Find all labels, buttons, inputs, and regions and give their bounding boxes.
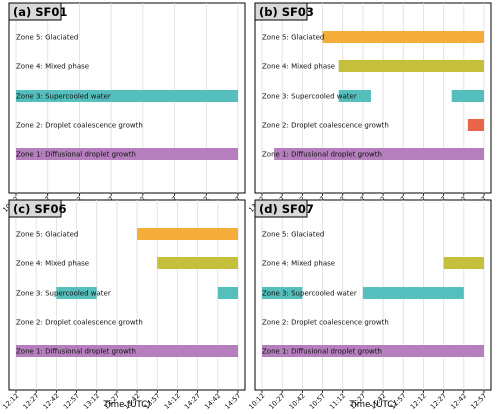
x-tick-label: 10:42: [288, 392, 307, 410]
x-tick-label: 10:27: [267, 392, 286, 410]
panel-0: 10:1210:2710:4210:5711:1211:2711:4211:57…: [1, 2, 246, 214]
zone-bar: [262, 345, 484, 357]
panel-title: (d) SF07: [259, 202, 314, 216]
x-tick-label: 12:42: [42, 392, 61, 410]
panel-title-box: [254, 199, 308, 218]
x-tick-label: 14:12: [163, 392, 182, 410]
zone-bar: [16, 148, 238, 160]
zone-label: Zone 3: Supercooled water: [262, 290, 357, 298]
zone-label: Zone 2: Droplet coalescence growth: [16, 122, 143, 130]
zone-bar: [16, 90, 238, 102]
zone-label: Zone 5: Glaciated: [262, 231, 324, 239]
x-tick-label: 14:42: [203, 392, 222, 410]
x-tick-label: 13:12: [82, 392, 101, 410]
zone-label: Zone 1: Diffusional droplet growth: [16, 151, 136, 159]
zone-label: Zone 2: Droplet coalescence growth: [262, 122, 389, 130]
zone-bar: [362, 287, 464, 299]
panel-title: (b) SF03: [259, 5, 314, 19]
panel-2: 12:12 12:27 12:42 12:57 13:12 13:27 13:42 13:57…: [1, 199, 246, 411]
zone-label: Zone 1: Diffusional droplet growth: [262, 348, 382, 356]
zone-label: Zone 5: Glaciated: [16, 231, 78, 239]
zone-bar: [467, 119, 484, 131]
zone-label: Zone 2: Droplet coalescence growth: [16, 319, 143, 327]
x-tick-label: 10:12: [247, 392, 266, 410]
x-tick-label: 12:27: [429, 392, 448, 410]
zone-label: Zone 2: Droplet coalescence growth: [262, 319, 389, 327]
zone-bar: [322, 31, 484, 43]
zone-label: Zone 1: Diffusional droplet growth: [16, 348, 136, 356]
x-tick-label: 12:27: [21, 392, 40, 410]
x-tick-label: 12:57: [62, 392, 81, 410]
panel-title: (a) SF01: [13, 5, 67, 19]
zone-bar: [217, 287, 238, 299]
x-tick-label: 12:12: [1, 392, 20, 410]
zone-label: Zone 3: Supercooled water: [262, 93, 357, 101]
zone-label: Zone 4: Mixed phase: [262, 63, 335, 71]
panel-title-box: [8, 2, 62, 21]
panel-title-box: [254, 2, 308, 21]
x-tick-label: 12:57: [469, 392, 488, 410]
panel-title: (c) SF06: [13, 202, 66, 216]
panel-title-box: [8, 199, 62, 218]
zone-label: Zone 4: Mixed phase: [16, 260, 89, 268]
zone-bar: [262, 287, 303, 299]
zone-label: Zone 5: Glaciated: [16, 34, 78, 42]
x-tick-label: 14:57: [223, 392, 242, 410]
zone-label: Zone 1: Diffusional droplet growth: [262, 151, 382, 159]
zone-label: Zone 4: Mixed phase: [16, 63, 89, 71]
zone-bar: [274, 148, 484, 160]
zone-bar: [443, 257, 484, 269]
zone-label: Zone 3: Supercooled water: [16, 290, 111, 298]
panel-1: 13:1213:2713:4213:5714:1214:2714:4214:57…: [247, 2, 492, 214]
zone-bar: [56, 287, 97, 299]
x-axis-label: Time (UTC): [103, 400, 151, 410]
zone-bar: [157, 257, 238, 269]
zone-bar: [16, 345, 238, 357]
panel-3: 10:12 10:27 10:42 10:57 11:12 11:27 11:42 11:57…: [247, 199, 492, 411]
zone-bar: [137, 228, 238, 240]
zone-bar: [338, 60, 484, 72]
zone-bar: [451, 90, 484, 102]
zone-label: Zone 3: Supercooled water: [16, 93, 111, 101]
zone-label: Zone 4: Mixed phase: [262, 260, 335, 268]
x-axis-label: Time (UTC): [349, 400, 397, 410]
x-tick-label: 11:12: [328, 392, 347, 410]
x-tick-label: 12:12: [409, 392, 428, 410]
zone-label: Zone 5: Glaciated: [262, 34, 324, 42]
x-tick-label: 14:27: [183, 392, 202, 410]
x-tick-label: 12:42: [449, 392, 468, 410]
x-tick-label: 10:57: [308, 392, 327, 410]
zone-bar: [338, 90, 371, 102]
